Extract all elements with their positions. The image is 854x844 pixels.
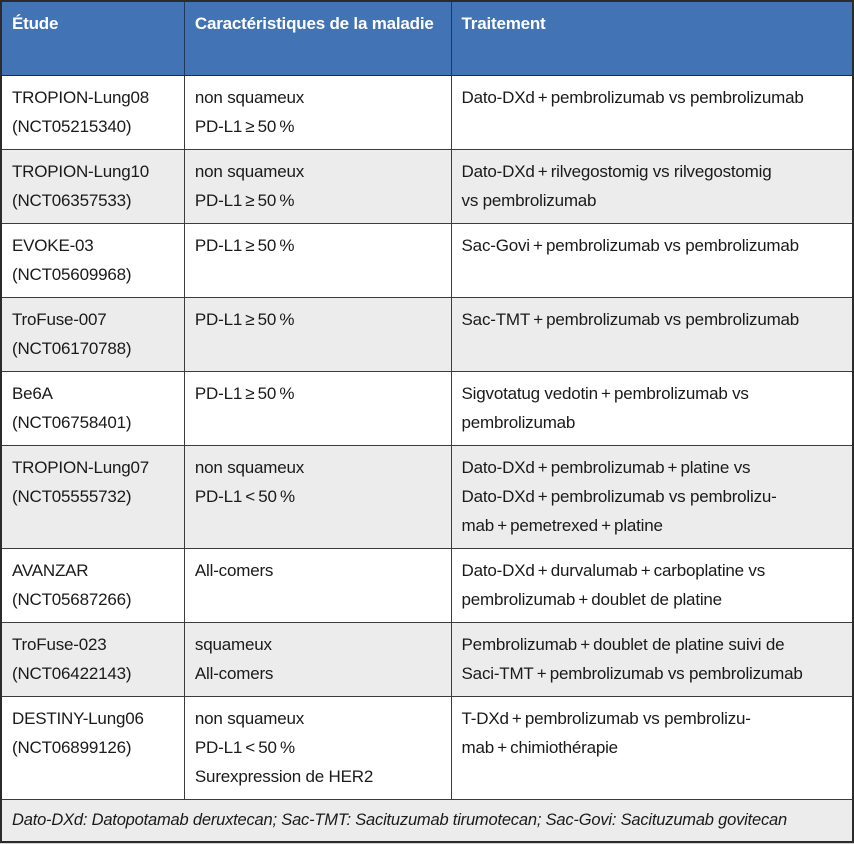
table-row: DESTINY-Lung06 (NCT06899126) non squameu… <box>0 696 854 800</box>
table-row: AVANZAR (NCT05687266) All-comers Dato-DX… <box>0 548 854 623</box>
table-row: TROPION-Lung08 (NCT05215340) non squameu… <box>0 75 854 150</box>
column-header-traitement: Traitement <box>450 0 854 76</box>
treatment-cell: T-DXd + pembrolizumab vs pembrolizu- mab… <box>450 696 854 800</box>
table-row: Be6A (NCT06758401) PD-L1 ≥ 50 % Sigvotat… <box>0 371 854 446</box>
treatment-cell: Pembrolizumab + doublet de platine suivi… <box>450 622 854 697</box>
characteristics-cell: non squameux PD-L1 < 50 % <box>183 445 452 549</box>
treatment-cell: Sigvotatug vedotin + pembrolizumab vs pe… <box>450 371 854 446</box>
table-header-row: Étude Caractéristiques de la maladie Tra… <box>0 0 854 76</box>
column-header-etude: Étude <box>0 0 185 76</box>
study-cell: TROPION-Lung07 (NCT05555732) <box>0 445 185 549</box>
study-cell: TROPION-Lung08 (NCT05215340) <box>0 75 185 150</box>
characteristics-cell: PD-L1 ≥ 50 % <box>183 223 452 298</box>
study-cell: AVANZAR (NCT05687266) <box>0 548 185 623</box>
characteristics-cell: squameux All-comers <box>183 622 452 697</box>
characteristics-cell: non squameux PD-L1 ≥ 50 % <box>183 149 452 224</box>
treatment-cell: Sac-Govi + pembrolizumab vs pembrolizuma… <box>450 223 854 298</box>
study-cell: TroFuse-007 (NCT06170788) <box>0 297 185 372</box>
treatment-cell: Dato-DXd + pembrolizumab vs pembrolizuma… <box>450 75 854 150</box>
study-cell: TROPION-Lung10 (NCT06357533) <box>0 149 185 224</box>
study-cell: DESTINY-Lung06 (NCT06899126) <box>0 696 185 800</box>
study-cell: TroFuse-023 (NCT06422143) <box>0 622 185 697</box>
characteristics-cell: All-comers <box>183 548 452 623</box>
characteristics-cell: PD-L1 ≥ 50 % <box>183 297 452 372</box>
characteristics-cell: non squameux PD-L1 ≥ 50 % <box>183 75 452 150</box>
study-cell: Be6A (NCT06758401) <box>0 371 185 446</box>
abbreviations-footnote: Dato-DXd: Datopotamab deruxtecan; Sac-TM… <box>0 799 854 843</box>
treatment-cell: Sac-TMT + pembrolizumab vs pembrolizumab <box>450 297 854 372</box>
characteristics-cell: PD-L1 ≥ 50 % <box>183 371 452 446</box>
table-row: TroFuse-007 (NCT06170788) PD-L1 ≥ 50 % S… <box>0 297 854 372</box>
table-row: TROPION-Lung10 (NCT06357533) non squameu… <box>0 149 854 224</box>
table-row: TROPION-Lung07 (NCT05555732) non squameu… <box>0 445 854 549</box>
treatment-cell: Dato-DXd + rilvegostomig vs rilvegostomi… <box>450 149 854 224</box>
column-header-caracteristiques: Caractéristiques de la maladie <box>183 0 452 76</box>
study-cell: EVOKE-03 (NCT05609968) <box>0 223 185 298</box>
characteristics-cell: non squameux PD-L1 < 50 % Surexpression … <box>183 696 452 800</box>
table-row: EVOKE-03 (NCT05609968) PD-L1 ≥ 50 % Sac-… <box>0 223 854 298</box>
treatment-cell: Dato-DXd + pembrolizumab + platine vs Da… <box>450 445 854 549</box>
treatment-cell: Dato-DXd + durvalumab + carboplatine vs … <box>450 548 854 623</box>
footnote-row: Dato-DXd: Datopotamab deruxtecan; Sac-TM… <box>0 799 854 843</box>
table-row: TroFuse-023 (NCT06422143) squameux All-c… <box>0 622 854 697</box>
